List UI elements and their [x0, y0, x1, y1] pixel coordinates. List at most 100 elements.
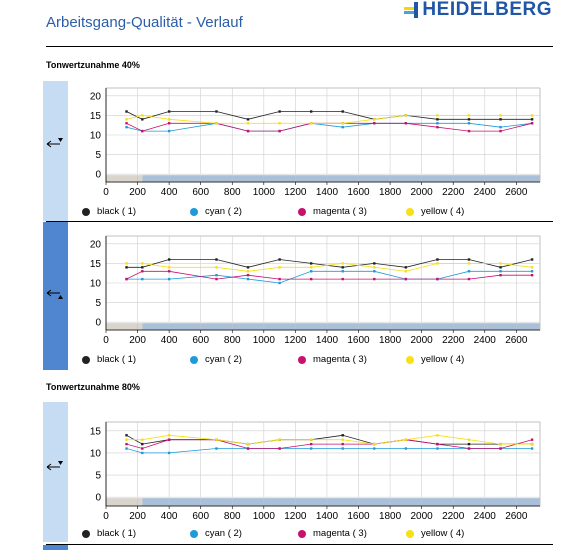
data-point-yellow — [530, 266, 534, 269]
data-point-yellow — [467, 438, 471, 441]
data-point-cyan — [215, 273, 218, 277]
legend-item-magenta: magenta ( 3) — [298, 354, 367, 365]
x-tick-label: 1600 — [347, 187, 370, 198]
section-title-40: Tonwertzunahme 40% — [46, 60, 140, 70]
data-point-black — [278, 110, 281, 113]
data-point-magenta — [167, 122, 171, 125]
y-tick-label: 0 — [95, 170, 101, 181]
data-point-magenta — [167, 270, 171, 273]
arrow-down-icon[interactable] — [46, 137, 64, 152]
data-point-black — [141, 118, 144, 121]
data-point-magenta — [373, 277, 376, 281]
x-tick-label: 600 — [192, 335, 209, 346]
series-line-magenta — [126, 439, 533, 449]
series-line-magenta — [126, 270, 533, 280]
y-tick-label: 10 — [90, 448, 102, 459]
chart-40-a: 0 5 10 15 20 0 200 400 600 800 1000 1200 1400 1600 180… — [76, 86, 541, 198]
x-tick-label: 2400 — [474, 187, 497, 198]
x-tick-label: 1600 — [347, 335, 370, 346]
x-tick-label: 2600 — [505, 335, 528, 346]
band-gray — [106, 323, 143, 330]
x-tick-label: 400 — [161, 187, 178, 198]
data-point-yellow — [125, 438, 128, 441]
x-tick-label: 800 — [224, 511, 241, 522]
data-point-magenta — [341, 442, 344, 446]
y-tick-label: 5 — [95, 471, 101, 482]
x-tick-label: 2200 — [442, 511, 465, 522]
x-tick-label: 0 — [103, 187, 109, 198]
data-point-black — [278, 258, 281, 261]
x-tick-label: 1400 — [316, 511, 339, 522]
data-point-cyan — [499, 270, 502, 273]
data-point-yellow — [141, 438, 144, 441]
data-point-magenta — [530, 438, 534, 441]
x-tick-label: 0 — [103, 335, 109, 346]
data-point-yellow — [341, 262, 344, 265]
data-point-black — [309, 110, 313, 113]
data-point-black — [499, 266, 502, 269]
arrow-down-icon[interactable] — [46, 460, 64, 475]
data-point-magenta — [125, 277, 128, 281]
data-point-cyan — [215, 447, 218, 450]
data-point-black — [341, 110, 344, 113]
data-point-black — [215, 110, 218, 113]
data-point-cyan — [373, 270, 376, 273]
data-point-magenta — [309, 277, 313, 281]
legend-item-black: black ( 1) — [82, 206, 136, 217]
data-point-black — [373, 262, 376, 265]
x-tick-label: 1400 — [316, 187, 339, 198]
data-point-yellow — [373, 266, 376, 269]
legend-item-yellow: yellow ( 4) — [406, 528, 464, 539]
x-tick-label: 800 — [224, 335, 241, 346]
legend-chart-3: black ( 1) cyan ( 2) magenta ( 3) yellow… — [82, 528, 542, 540]
data-point-yellow — [125, 118, 128, 121]
x-tick-label: 2000 — [411, 187, 434, 198]
data-point-black — [125, 434, 128, 437]
data-point-cyan — [499, 125, 502, 129]
data-point-magenta — [246, 273, 250, 277]
data-point-black — [467, 118, 471, 121]
legend-dot-magenta — [298, 355, 306, 364]
page-title: Arbeitsgang-Qualität - Verlauf — [46, 14, 243, 31]
data-point-magenta — [436, 442, 439, 446]
data-point-cyan — [341, 447, 344, 450]
data-point-black — [499, 118, 502, 121]
section-title-80: Tonwertzunahme 80% — [46, 382, 140, 392]
data-point-cyan — [436, 122, 439, 125]
data-point-yellow — [278, 438, 281, 441]
data-point-black — [530, 258, 534, 261]
data-point-yellow — [530, 114, 534, 117]
arrow-up-icon[interactable] — [46, 288, 64, 303]
x-tick-label: 2400 — [474, 335, 497, 346]
data-point-black — [141, 266, 144, 269]
data-point-magenta — [404, 277, 408, 281]
series-line-yellow — [126, 434, 533, 445]
data-point-yellow — [530, 442, 534, 446]
data-point-magenta — [499, 447, 502, 450]
x-tick-label: 200 — [129, 335, 146, 346]
data-point-cyan — [125, 125, 128, 129]
legend-item-cyan: cyan ( 2) — [190, 528, 242, 539]
data-point-black — [215, 258, 218, 261]
y-tick-label: 0 — [95, 493, 101, 504]
data-point-yellow — [499, 442, 502, 446]
x-tick-label: 2400 — [474, 511, 497, 522]
x-tick-label: 1600 — [347, 511, 370, 522]
data-point-black — [246, 266, 250, 269]
data-point-cyan — [246, 277, 250, 281]
data-point-yellow — [167, 118, 171, 121]
data-point-yellow — [278, 122, 281, 125]
data-point-yellow — [373, 118, 376, 121]
data-point-black — [467, 442, 471, 446]
data-point-black — [404, 266, 408, 269]
data-point-magenta — [215, 277, 218, 281]
data-point-cyan — [167, 451, 171, 455]
data-point-cyan — [530, 270, 534, 273]
x-tick-label: 2600 — [505, 187, 528, 198]
data-point-magenta — [467, 129, 471, 133]
data-point-yellow — [436, 114, 439, 117]
plot-area — [105, 421, 541, 507]
y-tick-label: 10 — [90, 131, 102, 142]
